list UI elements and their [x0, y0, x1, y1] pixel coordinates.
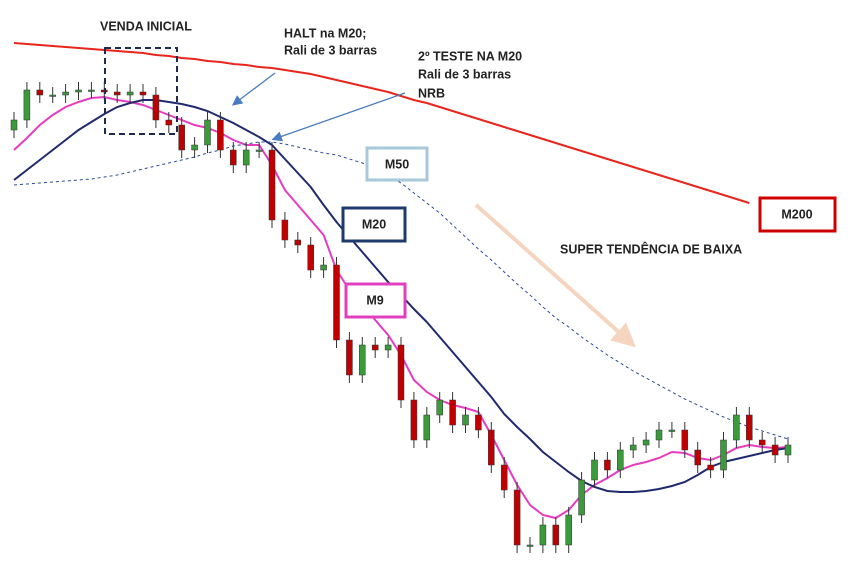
arrow [231, 72, 276, 106]
candle-body [178, 124, 185, 151]
candle-body [410, 399, 418, 441]
annotation: 2º TESTE NA M20 [418, 49, 522, 63]
label-box [341, 206, 407, 243]
candle-body [733, 414, 740, 441]
candle-body [488, 429, 495, 466]
candle-body [113, 91, 121, 96]
moving-average-line [13, 141, 789, 440]
candle-body [565, 514, 572, 546]
candle-body [578, 479, 585, 516]
candle-body [152, 94, 160, 121]
legend-label: M200 [781, 207, 812, 221]
candle-body [230, 149, 237, 166]
candle-body [591, 459, 598, 481]
candle-body [771, 444, 779, 456]
candle-body [307, 244, 314, 271]
arrow [271, 92, 406, 142]
candle-body [655, 429, 663, 441]
candle-body [642, 439, 650, 446]
candle-body [191, 144, 198, 151]
legend-label: M20 [362, 217, 386, 231]
candle-body [617, 449, 624, 471]
candle-body [294, 239, 302, 246]
moving-averages [13, 42, 789, 520]
candle-body [165, 119, 173, 126]
annotation: HALT na M20; [284, 26, 366, 40]
annotation: SUPER TENDÊNCIA DE BAIXA [560, 241, 742, 256]
candle-body [346, 339, 353, 376]
candle-body [371, 344, 379, 351]
candle-body [539, 524, 547, 546]
candle-body [333, 264, 340, 341]
candle-body [62, 91, 69, 96]
candle-body [475, 414, 482, 431]
candle-body [629, 444, 637, 451]
annotation: NRB [418, 86, 445, 100]
candle-body [449, 399, 456, 426]
candle-body [552, 524, 560, 546]
candle-body [758, 439, 766, 446]
label-box [365, 146, 429, 182]
candle-body [526, 544, 534, 547]
candles [10, 82, 792, 553]
legend-label: M50 [385, 157, 409, 171]
candle-body [23, 89, 31, 121]
candle-body [255, 149, 263, 152]
candle-body [384, 344, 392, 351]
candle-body [359, 344, 366, 376]
candle-body [746, 414, 753, 441]
candle-body [397, 344, 405, 401]
candle-body [281, 219, 289, 241]
moving-average-line [13, 42, 750, 204]
candle-body [36, 89, 44, 96]
candle-body [139, 91, 147, 96]
candle-body [204, 119, 211, 146]
candle-body [217, 119, 224, 151]
legend-label: M9 [366, 293, 383, 307]
candle-body [668, 429, 676, 432]
candle-body [423, 414, 431, 441]
candle-body [707, 464, 714, 471]
annotation: VENDA INICIAL [100, 19, 192, 33]
candle-body [49, 94, 56, 97]
candle-body [88, 89, 95, 92]
annotation: Rali de 3 barras [284, 43, 377, 57]
candle-body [126, 91, 134, 96]
candle-body [436, 399, 443, 416]
candle-body [720, 439, 727, 471]
candle-body [75, 89, 82, 93]
candle-body [320, 264, 327, 271]
annotation: Rali de 3 barras [418, 67, 511, 81]
label-box [758, 196, 837, 233]
candle-body [10, 119, 18, 131]
candle-body [784, 444, 792, 456]
candle-body [681, 429, 689, 451]
highlight-box [104, 47, 178, 135]
candle-body [242, 149, 250, 166]
trend-arrow [474, 203, 636, 348]
candle-body [462, 414, 469, 426]
candle-body [604, 459, 611, 471]
candle-body [500, 464, 508, 491]
legend: M50 M20 M9 M200 [341, 146, 837, 319]
label-box [344, 282, 407, 319]
candle-body [694, 449, 701, 466]
candle-body [268, 149, 276, 221]
candle-body [513, 489, 521, 546]
